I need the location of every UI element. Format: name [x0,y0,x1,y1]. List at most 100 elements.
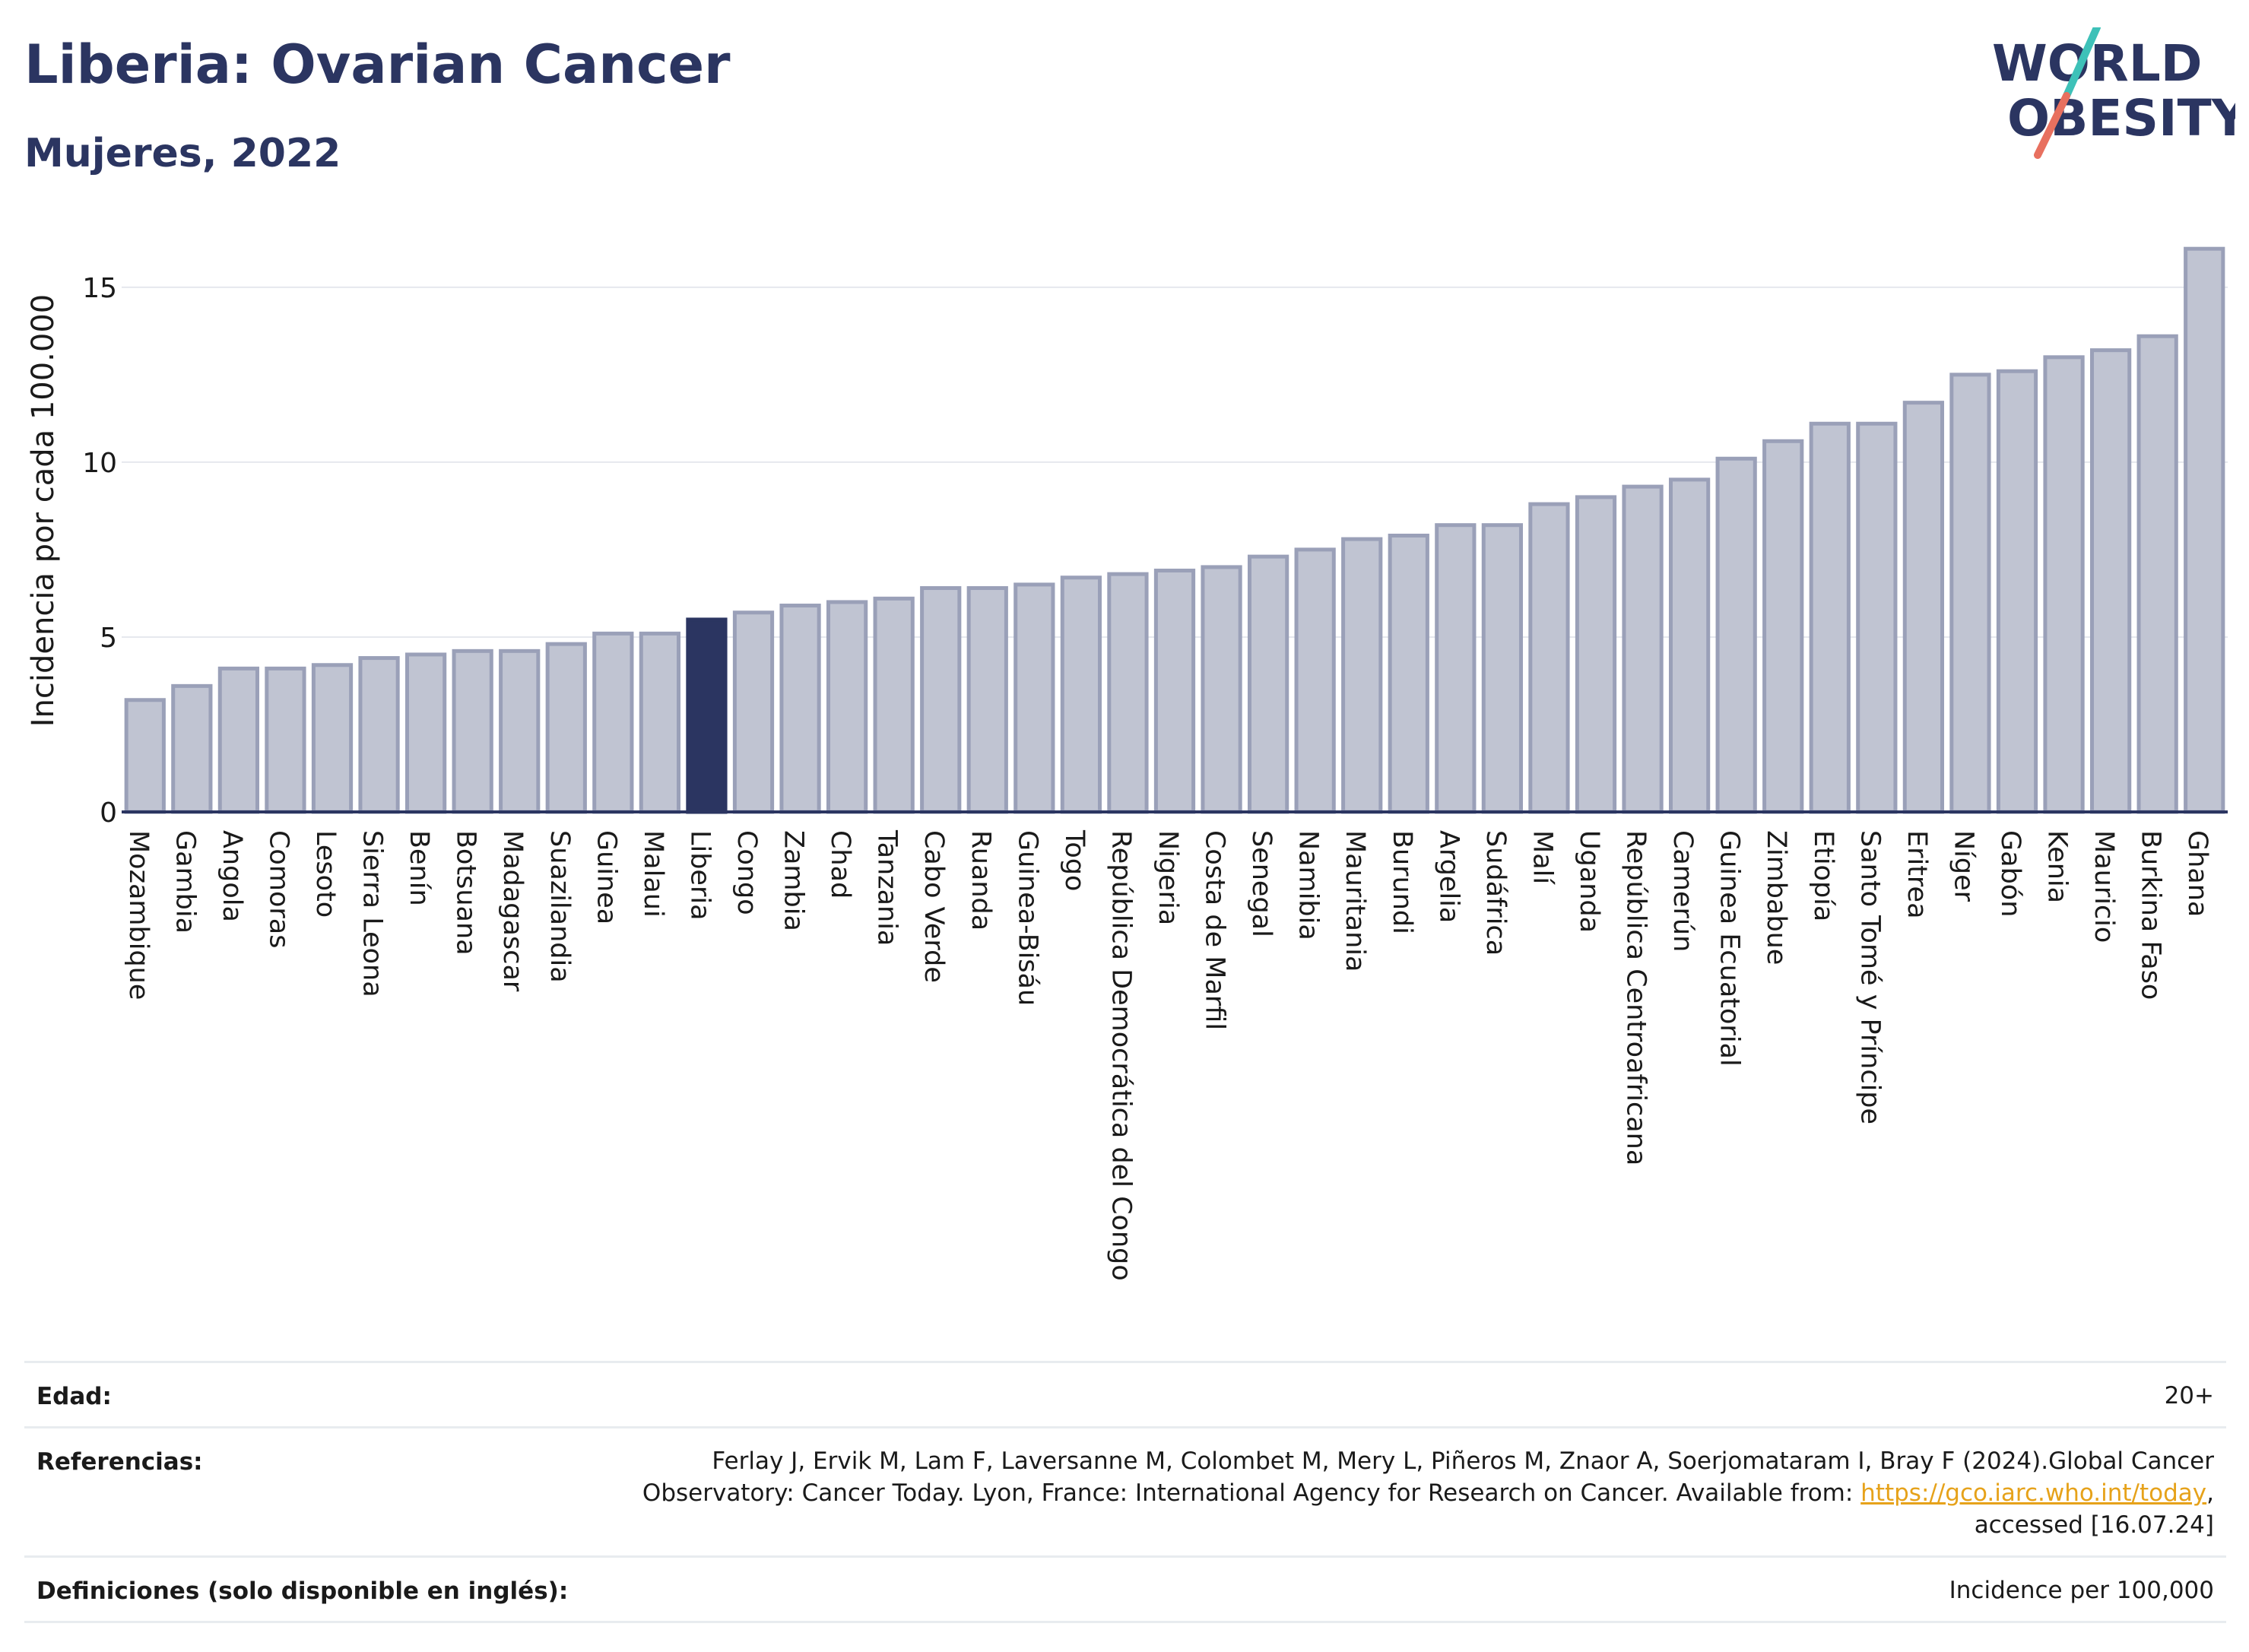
bar-zimbabue [1762,439,1804,814]
x-tick-label: Guinea Ecuatorial [1715,830,1745,1067]
bar-comoras [265,666,306,814]
y-axis-label: Incidencia por cada 100.000 [26,294,61,728]
bar-etiopía [1809,421,1851,814]
page-subtitle: Mujeres, 2022 [24,131,341,176]
x-tick-label: Suazilandia [544,830,575,983]
y-tick-label: 10 [82,448,117,479]
x-tick-label: Liberia [684,830,715,921]
info-row-definitions: Definiciones (solo disponible en inglés)… [24,1555,2226,1623]
bar-burkina-faso [2136,334,2178,814]
x-tick-label: Costa de Marfil [1200,830,1230,1030]
x-tick-label: Uganda [1574,830,1604,933]
x-tick-labels: Mozambique Gambia Angola Comoras Lesoto Sierr… [123,829,2213,1281]
references-line-3: accessed [16.07.24] [1974,1511,2214,1539]
x-tick-label: Guinea [591,830,621,924]
bar-guinea [592,631,634,814]
bars [122,246,2228,814]
x-tick-label: Nigeria [1153,830,1183,925]
x-tick-label: República Centroafricana [1621,830,1651,1165]
x-tick-label: Congo [731,830,762,915]
bar-namibia [1294,547,1336,814]
x-tick-label: Madagascar [497,830,528,992]
x-tick-label: Sierra Leona [357,830,388,997]
x-tick-label: Níger [1948,830,1978,902]
bar-angola [217,666,260,814]
x-tick-label: Kenia [2042,830,2073,903]
x-tick-label: Cabo Verde [918,830,949,983]
bar-lesoto [311,663,354,814]
x-tick-label: Comoras [263,830,293,948]
x-tick-label: Camerún [1667,830,1698,952]
bar-camerún [1668,477,1711,814]
bar-togo [1060,576,1102,814]
x-tick-label: Angola [217,830,247,922]
x-tick-label: Mauritania [1340,830,1370,972]
x-tick-label: Botsuana [451,830,481,956]
x-tick-label: Senegal [1246,830,1277,937]
references-line-2-text: Observatory: Cancer Today. Lyon, France:… [642,1479,1861,1507]
logo-slash-coral [2034,92,2070,159]
bar-república-centroafricana [1622,484,1664,814]
references-link[interactable]: https://gco.iarc.who.int/today [1860,1479,2207,1507]
bar-mozambique [124,698,166,814]
y-tick-label: 0 [100,797,117,829]
bar-eritrea [1902,401,1945,814]
definitions-label: Definiciones (solo disponible en inglés)… [36,1577,569,1605]
info-table: Edad: 20+ Referencias: Ferlay J, Ervik M… [24,1361,2226,1623]
references-line-1: Ferlay J, Ervik M, Lam F, Laversanne M, … [712,1447,2214,1475]
x-tick-label: Zambia [779,830,809,931]
x-tick-label: Guinea-Bisáu [1012,830,1042,1006]
references-line-2: Observatory: Cancer Today. Lyon, France:… [642,1477,2214,1509]
references-line-2-end: , [2206,1479,2214,1507]
x-tick-label: Togo [1059,829,1090,891]
x-tick-label: Burundi [1387,830,1417,934]
x-tick-label: Argelia [1433,830,1464,923]
bar-madagascar [499,648,541,814]
x-tick-label: Lesoto [310,830,341,918]
bar-suazilandia [545,642,587,814]
bar-ruanda [966,586,1008,814]
bar-sudáfrica [1481,523,1524,814]
bar-uganda [1575,495,1617,814]
bar-chad [826,600,868,814]
bar-kenia [2043,355,2085,814]
bar-malaui [639,631,681,814]
x-tick-label: Mauricio [2089,830,2119,943]
bar-guinea-ecuatorial [1715,456,1757,814]
x-tick-label: Gambia [170,830,200,934]
logo-slash-teal [2063,27,2101,100]
bar-burundi [1388,534,1429,814]
bar-costa-de-marfil [1201,565,1242,814]
bar-ghana [2184,246,2225,814]
info-row-references: Referencias: Ferlay J, Ervik M, Lam F, L… [24,1426,2226,1555]
x-tick-label: Namibia [1293,830,1324,940]
y-tick-label: 5 [100,623,117,654]
info-row-age: Edad: 20+ [24,1361,2226,1426]
y-tick-label: 15 [82,273,117,304]
x-tick-label: Malí [1527,830,1557,885]
bar-argelia [1435,523,1477,814]
definitions-value: Incidence per 100,000 [1949,1577,2214,1604]
bar-malí [1528,502,1570,814]
bar-mauricio [2089,348,2132,814]
x-tick-label: Burkina Faso [2136,830,2166,1000]
logo-text-top: WORLD [1992,34,2203,93]
references-value: Ferlay J, Ervik M, Lam F, Laversanne M, … [642,1445,2214,1541]
bar-república-democrática-del-congo [1107,572,1149,814]
page-title: Liberia: Ovarian Cancer [24,33,731,96]
bar-guinea-bisáu [1013,582,1055,814]
x-tick-label: Mozambique [123,830,154,1000]
x-tick-label: Zimbabue [1761,830,1791,965]
x-tick-label: Etiopía [1808,830,1838,921]
bar-níger [1949,373,1991,814]
x-tick-label: República Democrática del Congo [1105,830,1136,1281]
world-obesity-logo: WORLD OBESITY [1992,27,2235,159]
x-tick-label: Chad [825,830,855,899]
x-tick-label: Santo Tomé y Príncipe [1854,830,1885,1124]
bar-gambia [171,683,213,814]
y-tick-labels: 0 5 10 15 [82,273,117,829]
x-tick-label: Ruanda [966,830,996,931]
x-tick-label: Gabón [1995,830,2025,917]
bar-sierra-leona [358,656,400,814]
age-value: 20+ [2164,1382,2214,1409]
